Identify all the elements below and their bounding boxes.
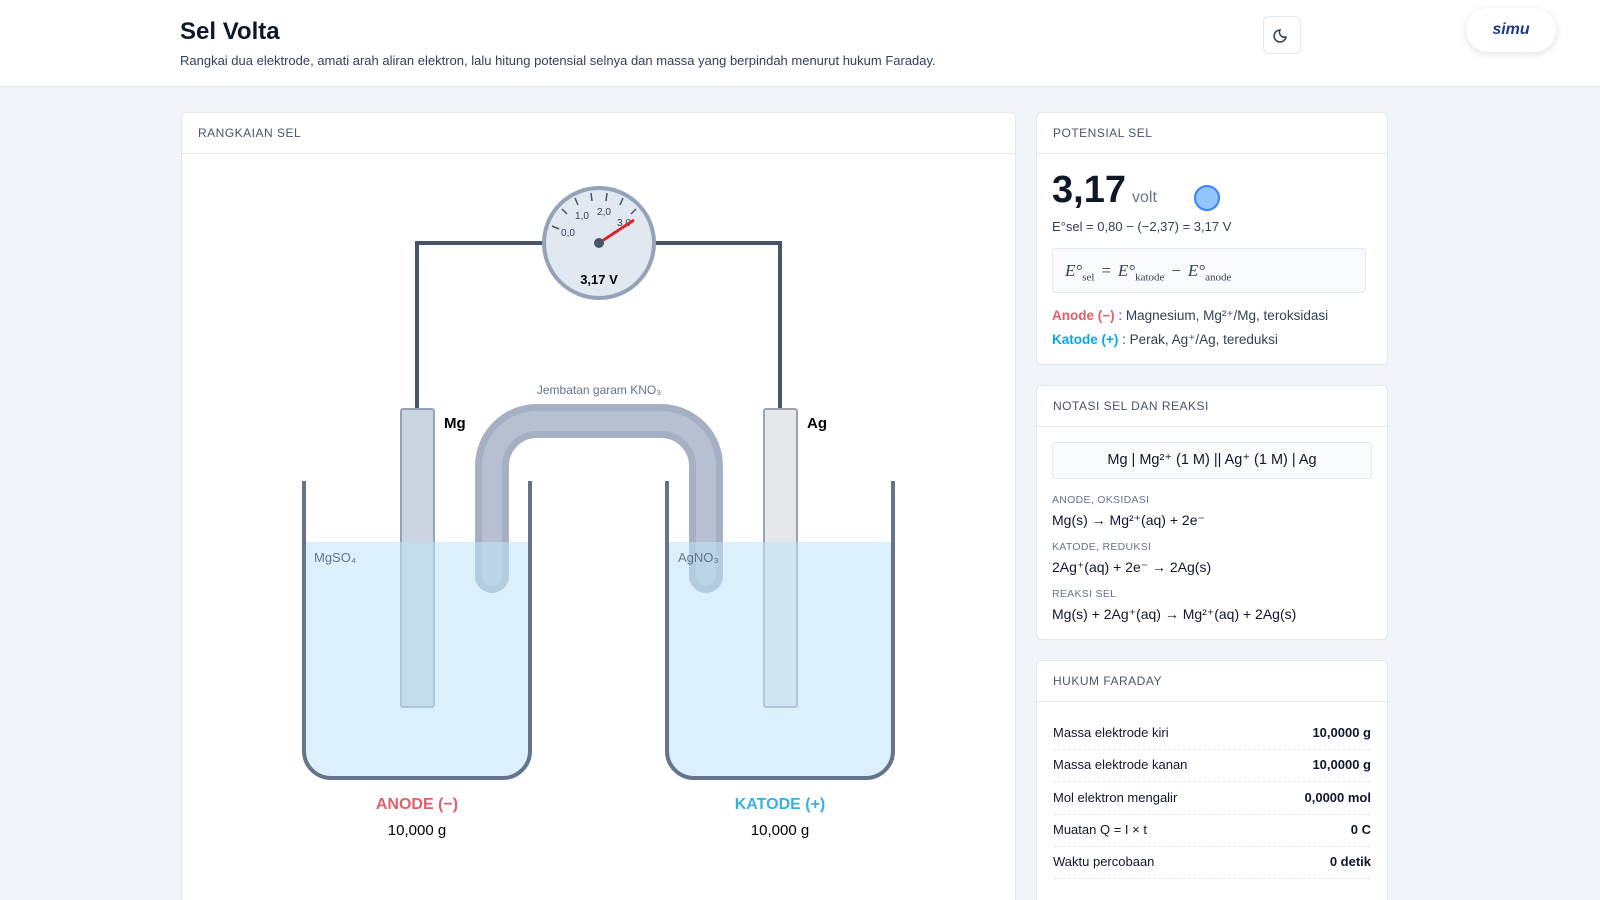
electrode-label: Ag (807, 415, 827, 432)
gauge-scale (551, 192, 637, 230)
gauge-tick: 1,0 (575, 211, 589, 222)
cathode-info: Katode (+) : Perak, Ag⁺/Ag, tereduksi (1052, 332, 1278, 348)
electrode-mass: 10,000 g (388, 822, 446, 839)
row-value: 0 C (1350, 822, 1371, 837)
faraday-row: Waktu percobaan 0 detik (1053, 846, 1371, 879)
anode-info: Anode (−) : Magnesium, Mg²⁺/Mg, teroksid… (1052, 308, 1328, 324)
faraday-row: Massa elektrode kanan 10,0000 g (1053, 749, 1371, 782)
formula-term: E°anode (1187, 261, 1232, 284)
header: Sel Volta Rangkai dua elektrode, amati a… (0, 0, 1600, 87)
solution-right (669, 542, 891, 776)
salt-bridge-inner (482, 411, 716, 586)
cathode-desc: : Perak, Ag⁺/Ag, tereduksi (1122, 332, 1278, 347)
row-label: Massa elektrode kiri (1053, 725, 1169, 740)
formula-symbol: E° (1187, 261, 1206, 280)
reaction-label: KATODE, REDUKSI (1052, 541, 1152, 553)
circuit-card: RANGKAIAN SEL 0,0 1,0 2,0 3,0 3,17 V Jem… (181, 112, 1016, 900)
gauge-tick: 0,0 (561, 228, 575, 239)
formula-symbol: − (1170, 261, 1182, 280)
row-value: 10,0000 g (1312, 725, 1371, 740)
formula-term: E°katode (1117, 261, 1165, 284)
beaker-right (665, 481, 895, 780)
solution-label: AgNO₃ (678, 550, 719, 565)
reaction-equation: Mg(s) → Mg²⁺(aq) + 2e⁻ (1052, 512, 1205, 528)
row-value: 0 detik (1329, 854, 1371, 869)
gauge-pivot (594, 238, 604, 248)
formula-subscript: anode (1205, 271, 1232, 284)
moon-icon (1273, 29, 1287, 43)
solution-label: MgSO₄ (314, 550, 356, 565)
formula-symbol: E° (1117, 261, 1136, 280)
card-title: HUKUM FARADAY (1037, 661, 1387, 702)
anode-desc: : Magnesium, Mg²⁺/Mg, teroksidasi (1118, 308, 1329, 323)
notation-card: NOTASI SEL DAN REAKSI Mg | Mg²⁺ (1 M) ||… (1036, 385, 1388, 640)
solution-left (306, 542, 528, 776)
faraday-row: Muatan Q = I × t 0 C (1053, 814, 1371, 847)
theme-toggle[interactable] (1263, 16, 1301, 54)
gauge-tick: 2,0 (597, 207, 611, 218)
formula-subscript: katode (1135, 271, 1165, 284)
row-label: Mol elektron mengalir (1053, 790, 1178, 805)
gauge-tick: 3,0 (617, 218, 631, 229)
electrode-mass: 10,000 g (751, 822, 809, 839)
page-subtitle: Rangkai dua elektrode, amati arah aliran… (180, 53, 936, 68)
page-title: Sel Volta (180, 18, 280, 45)
reaction-label: REAKSI SEL (1052, 588, 1117, 600)
anode-tag: Anode (−) (1052, 308, 1115, 323)
formula-box: E°sel = E°katode − E°anode (1052, 248, 1366, 293)
reaction-equation: Mg(s) + 2Ag⁺(aq) → Mg²⁺(aq) + 2Ag(s) (1052, 606, 1297, 622)
formula-symbol: E° (1065, 261, 1083, 280)
row-label: Muatan Q = I × t (1053, 822, 1147, 837)
salt-bridge-label: Jembatan garam KNO₃ (537, 383, 661, 397)
formula-symbol: = (1100, 261, 1112, 280)
status-indicator (1194, 185, 1220, 211)
faraday-row: Massa elektrode kiri 10,0000 g (1053, 717, 1371, 750)
gauge-needle (598, 218, 635, 245)
card-title: RANGKAIAN SEL (182, 113, 1015, 154)
row-label: Waktu percobaan (1053, 854, 1155, 869)
card-title: NOTASI SEL DAN REAKSI (1037, 386, 1387, 427)
reaction-label: ANODE, OKSIDASI (1052, 494, 1150, 506)
formula-term: = (1100, 261, 1111, 280)
formula-term: E°sel (1065, 261, 1095, 284)
row-value: 0,0000 mol (1304, 790, 1372, 805)
potential-calc: E°sel = 0,80 − (−2,37) = 3,17 V (1052, 219, 1232, 234)
formula-term: − (1170, 261, 1181, 280)
row-value: 10,0000 g (1312, 757, 1371, 772)
gauge-reading: 3,17 V (580, 272, 618, 287)
wire (415, 241, 782, 409)
logo[interactable]: simu (1466, 8, 1556, 52)
potential-unit: volt (1132, 189, 1157, 206)
electrode-label: Mg (444, 415, 466, 432)
reaction-equation: 2Ag⁺(aq) + 2e⁻ → 2Ag(s) (1052, 559, 1212, 575)
card-title: POTENSIAL SEL (1037, 113, 1387, 154)
cathode-label: KATODE (+) (735, 796, 826, 813)
faraday-row: Mol elektron mengalir 0,0000 mol (1053, 782, 1371, 815)
beaker-left (302, 481, 532, 780)
faraday-card: HUKUM FARADAY Massa elektrode kiri 10,000… (1036, 660, 1388, 900)
potential-card: POTENSIAL SEL 3,17 volt E°sel = 0,80 − (… (1036, 112, 1388, 365)
row-label: Massa elektrode kanan (1053, 757, 1188, 772)
cathode-tag: Katode (+) (1052, 332, 1119, 347)
cell-notation: Mg | Mg²⁺ (1 M) || Ag⁺ (1 M) | Ag (1052, 442, 1372, 479)
circuit-diagram: 0,0 1,0 2,0 3,0 3,17 V Jembatan garam KN… (302, 186, 895, 839)
anode-label: ANODE (−) (376, 796, 458, 813)
potential-value: 3,17 (1052, 169, 1126, 211)
formula-subscript: sel (1082, 271, 1095, 284)
